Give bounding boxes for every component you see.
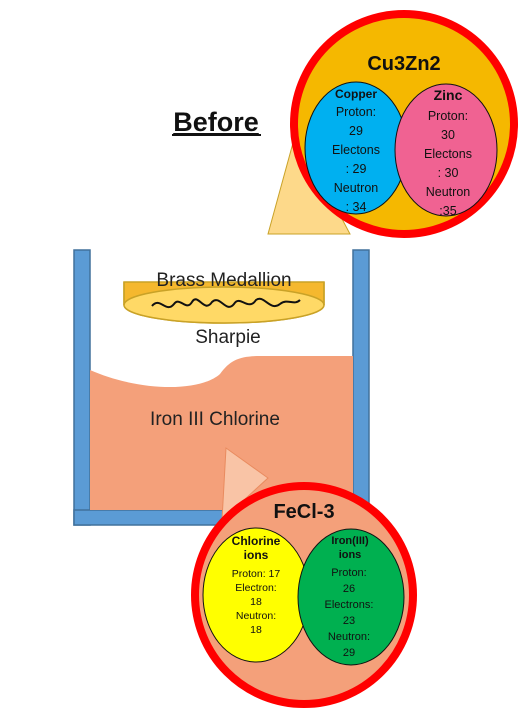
- zinc-stats: Proton: 30 Electons : 30 Neutron :35: [424, 109, 472, 218]
- medallion-label: Brass Medallion: [156, 270, 291, 291]
- copper-stats: Proton: 29 Electons : 29 Neutron : 34: [332, 105, 380, 214]
- beaker: [73, 249, 370, 526]
- fecl3-formula-title: FeCl-3: [273, 501, 334, 523]
- iron-chloride-liquid: [90, 356, 353, 510]
- iron-stats: Proton: 26 Electrons: 23 Neutron: 29: [325, 567, 374, 659]
- zinc-ellipse: [394, 83, 498, 217]
- copper-stat-line: 29: [349, 124, 363, 138]
- copper-stat-line: Proton:: [336, 105, 376, 119]
- zinc-stat-line: Neutron: [426, 185, 471, 199]
- chlorine-stat-line: 18: [250, 596, 262, 608]
- iron-stat-line: Proton:: [331, 567, 366, 579]
- iron-stat-line: 29: [343, 647, 355, 659]
- zinc-stat-line: Proton:: [428, 109, 468, 123]
- sharpie-scribble: [151, 297, 301, 309]
- chlorine-stat-line: 18: [250, 624, 262, 636]
- copper-label: Copper: [335, 87, 377, 101]
- iron-stat-line: 26: [343, 583, 355, 595]
- zinc-stat-line: :35: [439, 204, 456, 218]
- copper-stat-line: : 29: [346, 162, 367, 176]
- chlorine-stat-line: Neutron:: [236, 610, 276, 622]
- iron-ellipse: [297, 528, 405, 666]
- iron-stat-line: Neutron:: [328, 631, 370, 643]
- solution-label: Iron III Chlorine: [150, 409, 280, 430]
- chlorine-stat-line: Electron:: [235, 582, 276, 594]
- sharpie-label: Sharpie: [195, 327, 261, 348]
- iron-name: Iron(III) ions: [331, 535, 369, 561]
- iron-stat-line: 23: [343, 615, 355, 627]
- chlorine-name-line: ions: [244, 548, 269, 562]
- before-label: Before: [173, 107, 259, 137]
- chlorine-name-line: Chlorine: [232, 534, 281, 548]
- zinc-stat-line: : 30: [438, 166, 459, 180]
- zinc-stat-line: Electons: [424, 147, 472, 161]
- beaker-right-wall: [352, 249, 370, 526]
- copper-stat-line: : 34: [346, 200, 367, 214]
- copper-stat-line: Neutron: [334, 181, 379, 195]
- brass-composition-callout: Cu3Zn2 Copper Proton: 29 Electons : 29 Neutr…: [290, 10, 518, 238]
- chlorine-stat-line: Proton: 17: [232, 568, 281, 580]
- zinc-stat-line: 30: [441, 128, 455, 142]
- zinc-label: Zinc: [434, 87, 463, 103]
- iron-name-line: Iron(III): [331, 535, 369, 547]
- brass-medallion: Brass Medallion: [123, 270, 325, 324]
- brass-formula-title: Cu3Zn2: [367, 53, 440, 75]
- iron-stat-line: Electrons:: [325, 599, 374, 611]
- chlorine-stats: Proton: 17 Electron: 18 Neutron: 18: [232, 568, 281, 636]
- beaker-left-wall: [73, 249, 91, 526]
- iron-name-line: ions: [339, 549, 362, 561]
- copper-stat-line: Electons: [332, 143, 380, 157]
